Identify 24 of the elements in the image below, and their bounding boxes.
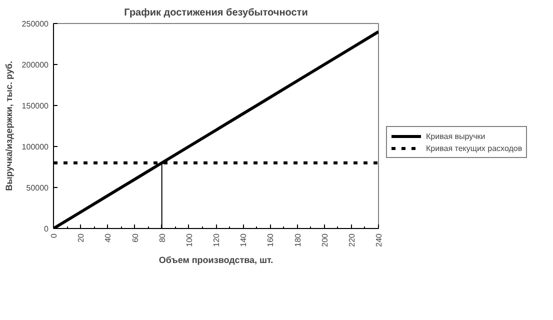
x-tick-label: 40 (104, 232, 113, 242)
chart-title: График достижения безубыточности (124, 8, 308, 18)
y-tick-label: 0 (44, 224, 50, 234)
x-tick-label: 180 (293, 232, 302, 247)
x-tick-label: 140 (239, 232, 248, 247)
x-tick-label: 200 (320, 232, 330, 247)
x-tick-label: 80 (158, 232, 167, 242)
legend-label: Кривая текущих расходов (426, 143, 522, 153)
y-tick-label: 250000 (22, 20, 50, 28)
y-tick-label: 100000 (22, 142, 50, 152)
x-tick-label: 60 (130, 232, 140, 242)
x-tick-label: 0 (50, 232, 58, 238)
x-axis-title: Объем производства, шт. (158, 254, 274, 265)
x-tick-label: 160 (266, 232, 276, 247)
y-tick-label: 50000 (26, 184, 50, 192)
x-tick-label: 120 (212, 232, 221, 247)
x-tick-label: 100 (184, 232, 194, 247)
y-tick-label: 150000 (22, 102, 50, 110)
y-axis-title: Выручка/издержки, тыс. руб. (4, 61, 14, 191)
legend-label: Кривая выручки (426, 131, 486, 141)
x-tick-label: 20 (76, 232, 86, 242)
x-tick-label: 220 (347, 232, 356, 247)
y-tick-label: 200000 (22, 60, 50, 70)
x-tick-label: 240 (374, 232, 384, 247)
